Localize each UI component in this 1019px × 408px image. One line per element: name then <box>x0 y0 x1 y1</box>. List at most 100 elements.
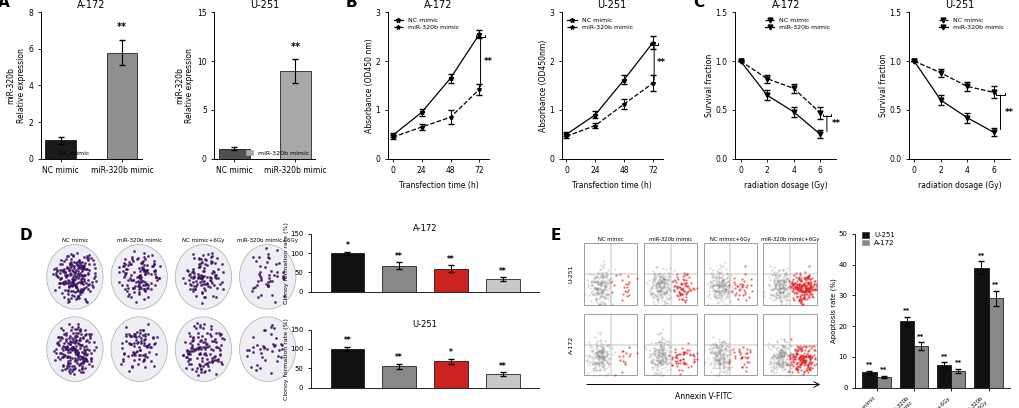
Point <box>768 359 785 366</box>
Point <box>60 296 76 302</box>
Point <box>67 345 84 352</box>
Point <box>787 365 803 371</box>
Point <box>706 344 722 350</box>
Point <box>791 285 807 292</box>
Point <box>782 360 798 367</box>
Point <box>593 351 609 358</box>
Point <box>767 279 784 286</box>
Point <box>772 296 789 303</box>
Point <box>598 282 614 288</box>
Point <box>762 367 779 373</box>
Point <box>70 337 87 343</box>
Point <box>64 335 81 341</box>
Point <box>583 278 599 285</box>
Point <box>598 278 614 285</box>
Point <box>653 346 669 352</box>
Bar <box>875 377 890 388</box>
Point <box>773 342 790 349</box>
Point <box>765 268 782 275</box>
Point <box>74 272 91 278</box>
Point <box>713 346 730 353</box>
Point <box>655 357 672 364</box>
Point <box>800 288 816 295</box>
Point <box>594 293 610 300</box>
Point <box>590 348 606 354</box>
Point <box>650 347 666 353</box>
Point <box>761 276 777 283</box>
Point <box>788 278 804 284</box>
Point <box>652 280 668 286</box>
Point <box>73 354 90 361</box>
Point <box>201 343 217 349</box>
Point <box>79 271 96 277</box>
Point <box>652 286 668 293</box>
Point <box>795 349 811 356</box>
Point <box>714 276 731 283</box>
Point <box>596 295 612 302</box>
Point <box>194 274 210 281</box>
Y-axis label: Absorbance (OD450nm): Absorbance (OD450nm) <box>538 39 547 132</box>
Point <box>75 287 92 293</box>
Point <box>768 280 785 287</box>
Point <box>653 347 669 353</box>
Point <box>136 342 152 349</box>
Point <box>245 254 261 261</box>
Title: U-251: U-251 <box>413 320 437 329</box>
Point <box>769 273 786 280</box>
Point <box>772 336 789 342</box>
Point <box>803 293 819 300</box>
Point <box>801 282 817 289</box>
Point <box>668 292 685 298</box>
Point <box>649 286 665 293</box>
Point <box>719 343 736 350</box>
Point <box>792 366 808 373</box>
Point <box>620 281 636 288</box>
Point <box>775 270 792 277</box>
Point <box>800 293 816 300</box>
Point <box>61 363 77 370</box>
Point <box>779 285 795 291</box>
Point <box>143 344 159 350</box>
Point <box>771 348 788 355</box>
Point <box>709 276 726 283</box>
Point <box>710 356 727 363</box>
Point <box>46 266 62 272</box>
Point <box>263 330 279 337</box>
Point <box>147 282 163 288</box>
Point <box>598 290 614 297</box>
Point <box>768 362 785 369</box>
Point <box>772 281 789 288</box>
Point <box>580 353 596 359</box>
Point <box>595 300 611 306</box>
Point <box>793 278 809 284</box>
Point <box>195 281 211 287</box>
Point <box>122 275 139 281</box>
Point <box>194 333 210 339</box>
Point <box>709 346 726 353</box>
Point <box>781 352 797 359</box>
Point <box>591 286 607 292</box>
Point <box>179 358 196 364</box>
Point <box>116 255 132 262</box>
Point <box>772 277 789 283</box>
Point <box>644 284 660 290</box>
Point <box>599 296 615 302</box>
Point <box>781 361 797 368</box>
Point <box>713 283 730 289</box>
Point <box>76 358 93 364</box>
Point <box>719 294 736 300</box>
Point <box>720 364 737 370</box>
Point <box>260 283 276 289</box>
Point <box>755 293 771 299</box>
Point <box>788 343 804 350</box>
Point <box>653 297 669 304</box>
Point <box>801 359 817 366</box>
Point <box>67 337 84 344</box>
Point <box>677 299 693 305</box>
Point <box>650 337 666 344</box>
Point <box>76 327 93 334</box>
Point <box>797 286 813 293</box>
Point <box>62 288 78 294</box>
Point <box>648 362 664 368</box>
Point <box>593 350 609 357</box>
